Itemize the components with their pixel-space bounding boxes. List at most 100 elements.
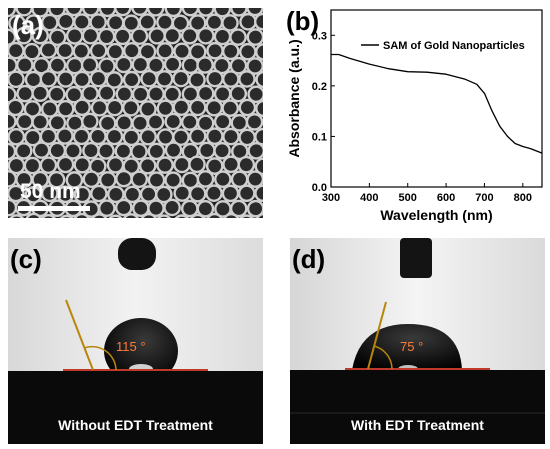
scale-bar-label: 50 nm xyxy=(20,180,81,203)
nanoparticle xyxy=(156,42,174,60)
nanoparticle xyxy=(105,98,124,117)
nanoparticle xyxy=(24,186,43,204)
nanoparticle xyxy=(8,112,17,131)
nanoparticle xyxy=(59,214,74,218)
nanoparticle xyxy=(196,84,215,103)
droplet-image-without-edt xyxy=(8,238,263,444)
x-axis-label: Wavelength (nm) xyxy=(380,207,492,223)
nanoparticle xyxy=(221,184,240,203)
nanoparticle xyxy=(65,27,84,45)
nanoparticle xyxy=(105,127,124,146)
nanoparticle xyxy=(65,8,83,17)
nanoparticle xyxy=(39,127,58,146)
nanoparticle xyxy=(246,28,263,46)
nanoparticle xyxy=(47,170,66,189)
nanoparticle xyxy=(181,56,200,75)
nanoparticle xyxy=(188,14,207,32)
nanoparticle xyxy=(172,98,191,117)
nanoparticle xyxy=(181,8,200,17)
x-tick-label: 600 xyxy=(437,192,455,204)
nanoparticle xyxy=(188,71,206,89)
y-tick-label: 0.2 xyxy=(312,81,327,93)
nanoparticle xyxy=(64,142,82,160)
nanoparticle xyxy=(39,41,58,59)
y-tick-label: 0.1 xyxy=(312,131,327,143)
nanoparticle xyxy=(229,56,248,75)
nanoparticle xyxy=(81,112,99,131)
nanoparticle xyxy=(81,8,100,17)
nanoparticle xyxy=(238,70,256,88)
nanoparticle xyxy=(196,170,215,188)
nanoparticle xyxy=(130,142,148,161)
nanoparticle xyxy=(81,26,100,45)
nanoparticle xyxy=(73,70,91,89)
nanoparticle xyxy=(230,114,249,132)
nanoparticle xyxy=(131,8,149,16)
y-axis-label: Absorbance (a.u.) xyxy=(286,39,302,157)
nanoparticle xyxy=(198,141,216,160)
nanoparticle xyxy=(39,156,58,174)
contact-angle-panel-with-edt: (d) 75 ° With EDT Treatment xyxy=(290,238,545,444)
nanoparticle xyxy=(205,98,224,117)
nanoparticle xyxy=(206,127,224,146)
nanoparticle xyxy=(65,171,84,189)
scale-bar xyxy=(18,206,90,211)
nanoparticle xyxy=(123,213,139,218)
nanoparticle xyxy=(73,155,92,174)
nanoparticle xyxy=(25,212,42,218)
nanoparticle xyxy=(130,170,149,189)
nanoparticle xyxy=(97,27,116,46)
nanoparticle xyxy=(163,26,182,45)
nanoparticle xyxy=(73,212,90,218)
nanoparticle xyxy=(213,141,231,160)
nanoparticle xyxy=(138,13,157,31)
nanoparticle xyxy=(82,141,100,160)
nanoparticle xyxy=(8,8,17,18)
nanoparticle xyxy=(156,214,172,218)
nanoparticle xyxy=(107,185,125,204)
nanoparticle xyxy=(222,70,240,88)
nanoparticle xyxy=(47,85,66,104)
nanoparticle xyxy=(254,157,263,176)
nanoparticle xyxy=(122,99,140,117)
nanoparticle xyxy=(254,127,263,146)
nanoparticle xyxy=(239,214,254,218)
panel-label-b: (b) xyxy=(286,6,320,36)
nanoparticle xyxy=(8,198,18,217)
nanoparticle xyxy=(138,42,157,61)
series-line xyxy=(331,53,543,154)
panel-label-a: (a) xyxy=(12,10,44,40)
nanoparticle xyxy=(190,213,206,218)
nanoparticle xyxy=(221,42,240,61)
nanoparticle xyxy=(82,170,101,189)
caption-with-edt: With EDT Treatment xyxy=(351,417,484,433)
nanoparticle xyxy=(98,57,116,75)
nanoparticle xyxy=(56,185,75,204)
nanoparticle xyxy=(16,56,34,74)
nanoparticle xyxy=(206,41,224,60)
syringe-needle xyxy=(400,238,432,278)
nanoparticle xyxy=(14,142,33,160)
tangent-line xyxy=(367,301,387,370)
nanoparticle xyxy=(237,155,256,174)
nanoparticle xyxy=(196,114,215,133)
angle-arc xyxy=(83,345,117,371)
nanoparticle xyxy=(31,113,49,131)
nanoparticle xyxy=(91,213,108,218)
nanoparticle xyxy=(172,69,190,88)
nanoparticle xyxy=(115,114,133,132)
nanoparticle xyxy=(146,8,165,17)
nanoparticle xyxy=(140,69,158,88)
nanoparticle xyxy=(214,170,232,188)
nanoparticle xyxy=(147,56,165,75)
nanoparticle xyxy=(106,42,125,61)
nanoparticle xyxy=(106,155,125,174)
nanoparticle xyxy=(31,26,49,45)
nanoparticle xyxy=(73,185,92,204)
nanoparticle xyxy=(8,127,26,146)
nanoparticle xyxy=(171,14,190,33)
tem-image-panel: (a) 50 nm xyxy=(8,8,263,218)
contact-angle-value: 115 ° xyxy=(116,339,146,354)
nanoparticle xyxy=(222,127,240,146)
nanoparticle xyxy=(8,28,17,47)
